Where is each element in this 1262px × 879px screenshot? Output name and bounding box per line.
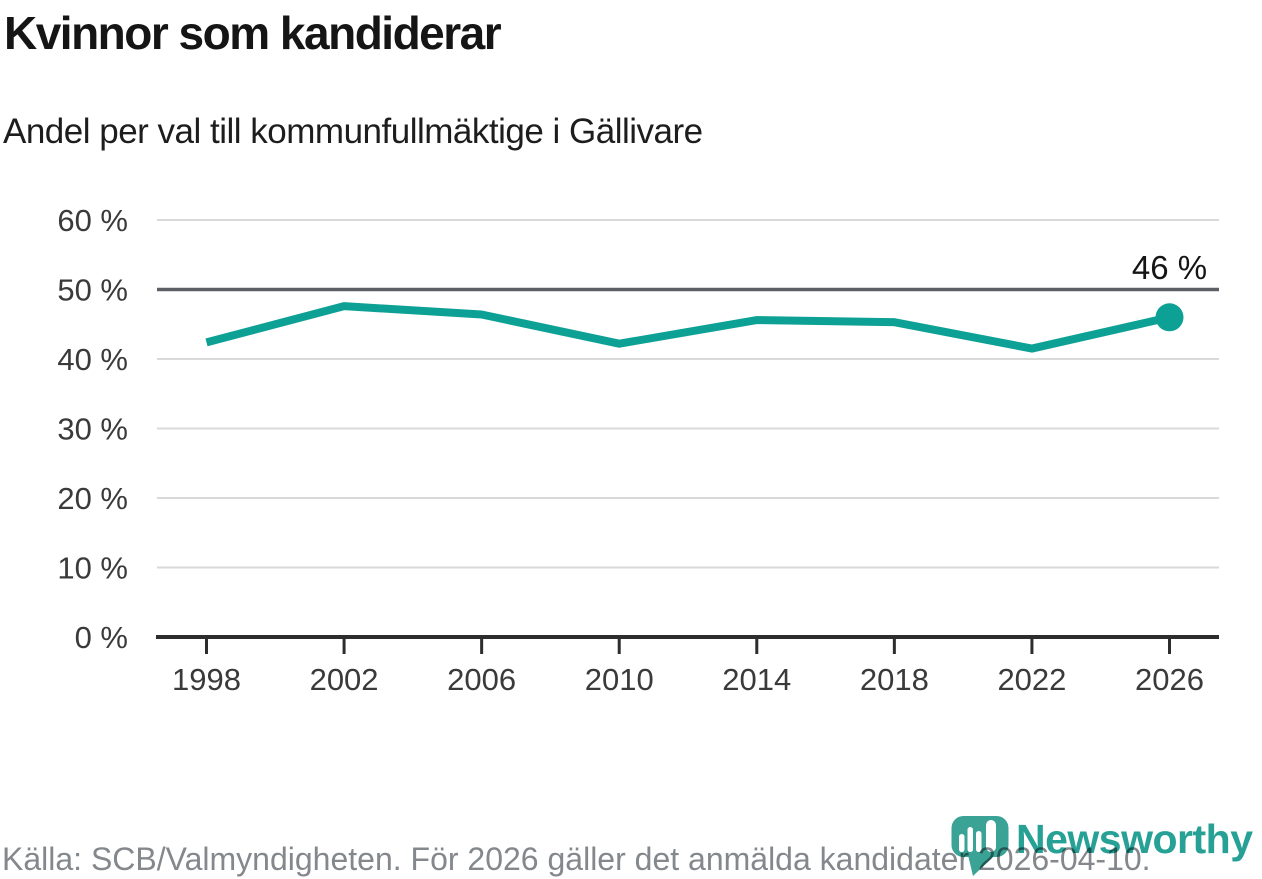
end-label-background [1125, 248, 1214, 287]
data-polyline [205, 302, 1171, 353]
data-series [205, 302, 1184, 353]
end-label: 46 % [1132, 249, 1207, 286]
y-axis-labels: 0 % 10 % 20 % 30 % 40 % 50 % 60 % [57, 203, 128, 655]
chart-subtitle: Andel per val till kommunfullmäktige i G… [3, 112, 703, 151]
y-tick-label: 10 % [57, 551, 128, 586]
y-tick-label: 30 % [57, 412, 128, 447]
gridlines [157, 219, 1219, 569]
end-value-label: 46 % [1132, 249, 1207, 286]
x-tick-label: 2002 [310, 662, 379, 697]
x-tick-label: 2026 [1135, 662, 1204, 697]
page-title: Kvinnor som kandiderar [4, 7, 502, 59]
y-tick-label: 50 % [57, 273, 128, 308]
end-label-knockout [1125, 248, 1214, 287]
newsworthy-wordmark: Newsworthy [1016, 816, 1253, 862]
y-tick-label: 20 % [57, 481, 128, 516]
newsworthy-pin-icon [951, 816, 1009, 876]
x-tick-label: 2018 [860, 662, 929, 697]
x-tick-label: 1998 [172, 662, 241, 697]
y-tick-label: 0 % [75, 620, 128, 655]
x-tick-label: 2014 [722, 662, 791, 697]
y-tick-label: 60 % [57, 203, 128, 238]
x-tick-label: 2006 [447, 662, 516, 697]
x-axis [156, 635, 1219, 654]
x-tick-label: 2010 [585, 662, 654, 697]
end-point-dot [1155, 303, 1184, 332]
x-tick-label: 2022 [997, 662, 1066, 697]
x-axis-labels: 1998 2002 2006 2010 2014 2018 2022 2026 [172, 662, 1204, 697]
newsworthy-logo: Newsworthy [948, 808, 1262, 879]
y-tick-label: 40 % [57, 342, 128, 377]
